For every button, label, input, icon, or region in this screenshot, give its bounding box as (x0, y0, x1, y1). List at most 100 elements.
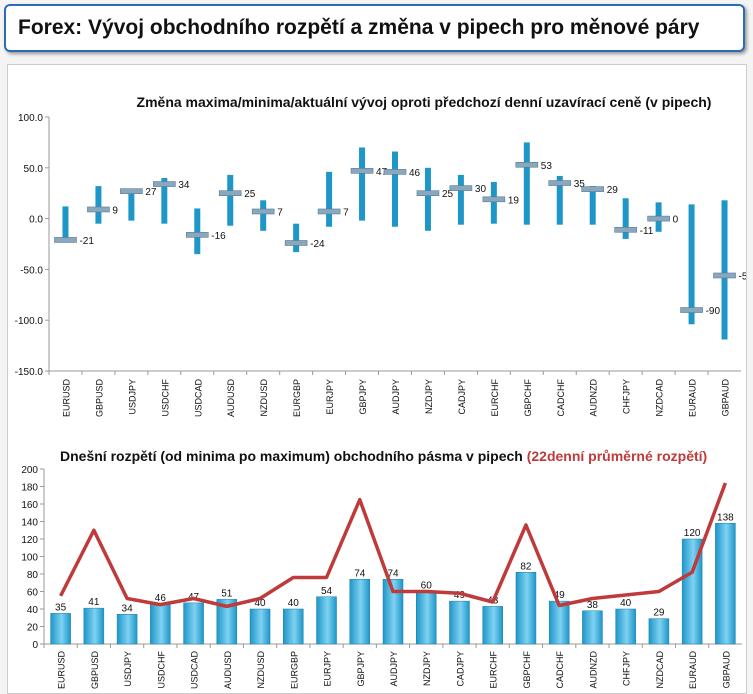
range-bar (490, 182, 497, 224)
current-label: -16 (211, 231, 226, 242)
spread-bar-label: 138 (717, 512, 734, 523)
current-label: 0 (673, 215, 679, 226)
chart1-x-tick-label: EURJPY (325, 379, 335, 415)
range-bar (260, 200, 267, 231)
chart1-x-tick-label: GBPJPY (358, 379, 368, 415)
chart1-x-tick-label: AUDJPY (391, 379, 401, 415)
chart2-x-tick-label: AUDJPY (389, 651, 399, 687)
chart1-x-tick-label: EURCHF (490, 378, 500, 416)
spread-bar-label: 34 (122, 603, 134, 614)
current-label: -21 (79, 236, 94, 247)
chart2-x-tick-label: NZDJPY (422, 651, 432, 686)
chart1-x-tick-label: NZDJPY (424, 379, 434, 414)
spread-bar-label: 82 (520, 561, 532, 572)
chart2-x-tick-label: GBPUSD (90, 651, 100, 690)
spread-bar-label: 49 (554, 590, 566, 601)
spread-bar (548, 600, 570, 645)
current-marker (284, 240, 308, 246)
current-label: 9 (112, 205, 118, 216)
chart2-x-tick-label: EURJPY (323, 651, 333, 687)
chart2-x-tick-label: EURAUD (688, 651, 698, 690)
current-label: 47 (376, 167, 388, 178)
range-bar (62, 206, 69, 241)
chart2-x-tick-label: EURGBP (289, 651, 299, 689)
current-label: 46 (409, 168, 421, 179)
spread-bar (150, 603, 171, 645)
spread-bar (183, 602, 204, 645)
chart2-x-tick-label: USDCAD (190, 651, 200, 690)
chart2-x-tick-label: AUDUSD (223, 651, 233, 690)
current-marker (120, 188, 143, 194)
spread-bar (216, 599, 238, 645)
range-bar (721, 200, 728, 340)
spread-bar-label: 54 (321, 586, 333, 597)
chart2-y-tick-label: 100 (21, 553, 38, 564)
chart2-y-tick-label: 120 (21, 535, 38, 546)
chart1-x-tick-label: CADJPY (457, 379, 467, 415)
spread-bar (382, 579, 404, 645)
chart2-title-main: Dnešní rozpětí (od minima po maximum) ob… (60, 448, 527, 464)
header-box: Forex: Vývoj obchodního rozpětí a změna … (4, 4, 745, 52)
current-marker (251, 208, 275, 215)
chart2-x-tick-label: EURCHF (489, 650, 499, 688)
range-bar (326, 171, 333, 227)
chart1-y-tick-label: -150.0 (15, 367, 44, 378)
chart1-x-tick-label: USDCAD (193, 379, 203, 418)
chart2-x-tick-label: USDJPY (123, 651, 133, 687)
spread-bar-label: 41 (88, 597, 100, 608)
average-range-line (59, 482, 728, 609)
spread-bar-label: 120 (684, 528, 701, 539)
chart1-x-tick-label: USDCHF (160, 378, 170, 416)
spread-bar (715, 523, 736, 645)
chart2-x-tick-label: GBPJPY (356, 651, 366, 687)
chart-panel: Změna maxima/minima/aktuální vývoj oprot… (7, 64, 747, 694)
chart2-title: Dnešní rozpětí (od minima po maximum) ob… (60, 448, 707, 464)
spread-bar-label: 74 (354, 568, 366, 579)
current-marker (614, 226, 637, 233)
current-marker (218, 190, 242, 196)
chart1-x-tick-label: NZDUSD (259, 379, 269, 417)
spread-bar-label: 51 (221, 588, 233, 599)
range-bar (194, 208, 201, 255)
chart1-x-tick-label: USDJPY (127, 379, 137, 415)
chart1-x-tick-label: CHFJPY (622, 379, 632, 414)
current-marker (185, 232, 209, 238)
chart1-y-tick-label: 100.0 (18, 113, 43, 124)
current-marker (350, 168, 374, 174)
spread-bar (116, 614, 138, 645)
chart2-y-tick-label: 200 (21, 465, 38, 476)
current-marker (515, 161, 539, 168)
current-label: -56 (739, 271, 746, 282)
current-marker (54, 237, 77, 243)
range-bar (161, 177, 168, 224)
chart2-x-tick-label: AUDNZD (588, 651, 598, 689)
current-label: 34 (178, 180, 190, 191)
current-label: 29 (607, 185, 619, 196)
current-marker (449, 185, 473, 191)
current-label: 27 (145, 187, 157, 198)
current-label: 25 (244, 189, 256, 200)
chart2-x-tick-label: CADJPY (455, 651, 465, 687)
chart2-x-tick-label: EURUSD (57, 651, 67, 690)
current-label: 35 (574, 179, 586, 190)
current-label: 53 (541, 161, 553, 172)
range-bar (523, 142, 530, 225)
chart2-x-tick-label: GBPAUD (721, 651, 731, 689)
range-bar (95, 186, 102, 224)
range-bar (622, 198, 629, 239)
chart2-y-tick-label: 160 (21, 500, 38, 511)
chart1-x-tick-label: EURGBP (292, 379, 302, 417)
chart1-y-tick-label: -100.0 (15, 316, 44, 327)
range-bar (128, 189, 135, 221)
spread-bar-label: 46 (155, 593, 167, 604)
chart1-x-tick-label: AUDNZD (589, 379, 599, 417)
current-marker (87, 206, 110, 213)
chart1-x-tick-label: GBPUSD (94, 379, 104, 418)
chart2-y-tick-label: 180 (21, 483, 38, 494)
spread-bar-label: 49 (454, 590, 466, 601)
spread-bar (449, 600, 470, 645)
spread-bar (83, 607, 105, 645)
range-bar (556, 175, 563, 225)
chart1-y-tick-label: -50.0 (20, 265, 43, 276)
spread-bar (415, 591, 437, 645)
